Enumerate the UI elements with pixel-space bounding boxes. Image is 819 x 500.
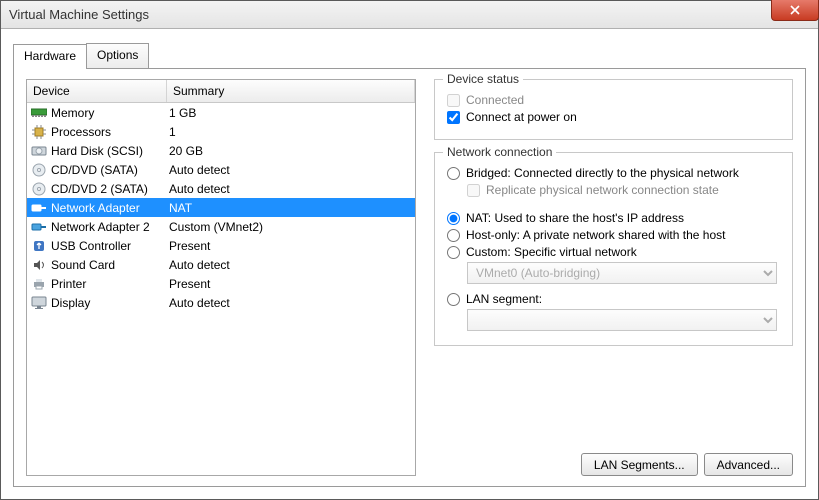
table-row[interactable]: CD/DVD 2 (SATA)Auto detect: [27, 179, 415, 198]
lan-radio[interactable]: [447, 293, 460, 306]
device-summary: Auto detect: [169, 296, 415, 310]
bridged-radio[interactable]: [447, 167, 460, 180]
hostonly-radio-row[interactable]: Host-only: A private network shared with…: [447, 228, 780, 242]
window-title: Virtual Machine Settings: [9, 7, 149, 22]
device-name: Memory: [51, 106, 169, 120]
table-row[interactable]: CD/DVD (SATA)Auto detect: [27, 160, 415, 179]
button-row: LAN Segments... Advanced...: [434, 443, 793, 476]
device-name: Network Adapter: [51, 201, 169, 215]
device-name: CD/DVD 2 (SATA): [51, 182, 169, 196]
connected-label: Connected: [466, 93, 524, 107]
col-summary[interactable]: Summary: [167, 80, 415, 102]
titlebar: Virtual Machine Settings: [1, 1, 818, 29]
connected-checkbox: [447, 94, 460, 107]
device-summary: Custom (VMnet2): [169, 220, 415, 234]
col-device[interactable]: Device: [27, 80, 167, 102]
device-status-group: Device status Connected Connect at power…: [434, 79, 793, 140]
disk-icon: [31, 143, 47, 159]
right-pane: Device status Connected Connect at power…: [434, 79, 793, 476]
device-summary: 1: [169, 125, 415, 139]
device-list: Device Summary Memory1 GBProcessors1Hard…: [26, 79, 416, 476]
network-title: Network connection: [443, 145, 556, 159]
device-status-title: Device status: [443, 72, 523, 86]
nat-label: NAT: Used to share the host's IP address: [466, 211, 684, 225]
poweron-checkbox[interactable]: [447, 111, 460, 124]
table-row[interactable]: Memory1 GB: [27, 103, 415, 122]
tab-strip: Hardware Options: [13, 43, 806, 68]
nat-radio-row[interactable]: NAT: Used to share the host's IP address: [447, 211, 780, 225]
device-summary: Present: [169, 277, 415, 291]
close-button[interactable]: [771, 0, 819, 21]
left-pane: Device Summary Memory1 GBProcessors1Hard…: [26, 79, 416, 476]
net-icon: [31, 219, 47, 235]
lan-label: LAN segment:: [466, 292, 542, 306]
poweron-checkbox-row[interactable]: Connect at power on: [447, 110, 780, 124]
bridged-label: Bridged: Connected directly to the physi…: [466, 166, 739, 180]
lan-segments-button[interactable]: LAN Segments...: [581, 453, 698, 476]
bridged-radio-row[interactable]: Bridged: Connected directly to the physi…: [447, 166, 780, 180]
sound-icon: [31, 257, 47, 273]
hostonly-label: Host-only: A private network shared with…: [466, 228, 725, 242]
poweron-label: Connect at power on: [466, 110, 577, 124]
table-row[interactable]: USB ControllerPresent: [27, 236, 415, 255]
table-row[interactable]: Hard Disk (SCSI)20 GB: [27, 141, 415, 160]
custom-radio[interactable]: [447, 246, 460, 259]
device-summary: NAT: [169, 201, 415, 215]
usb-icon: [31, 238, 47, 254]
client-area: Hardware Options Device Summary Memory1 …: [1, 29, 818, 499]
cd-icon: [31, 181, 47, 197]
table-row[interactable]: Network AdapterNAT: [27, 198, 415, 217]
custom-vmnet-select: VMnet0 (Auto-bridging): [467, 262, 777, 284]
device-summary: 20 GB: [169, 144, 415, 158]
custom-radio-row[interactable]: Custom: Specific virtual network: [447, 245, 780, 259]
device-name: Printer: [51, 277, 169, 291]
display-icon: [31, 295, 47, 311]
tab-options[interactable]: Options: [86, 43, 149, 68]
cpu-icon: [31, 124, 47, 140]
device-summary: Present: [169, 239, 415, 253]
device-name: Hard Disk (SCSI): [51, 144, 169, 158]
printer-icon: [31, 276, 47, 292]
table-row[interactable]: Network Adapter 2Custom (VMnet2): [27, 217, 415, 236]
custom-label: Custom: Specific virtual network: [466, 245, 637, 259]
connected-checkbox-row: Connected: [447, 93, 780, 107]
replicate-checkbox-row: Replicate physical network connection st…: [467, 183, 780, 197]
list-body: Memory1 GBProcessors1Hard Disk (SCSI)20 …: [27, 103, 415, 312]
close-icon: [790, 5, 800, 15]
device-summary: Auto detect: [169, 182, 415, 196]
device-summary: Auto detect: [169, 258, 415, 272]
hostonly-radio[interactable]: [447, 229, 460, 242]
device-name: Network Adapter 2: [51, 220, 169, 234]
device-summary: 1 GB: [169, 106, 415, 120]
nat-radio[interactable]: [447, 212, 460, 225]
lan-segment-select: [467, 309, 777, 331]
cd-icon: [31, 162, 47, 178]
replicate-checkbox: [467, 184, 480, 197]
settings-window: Virtual Machine Settings Hardware Option…: [0, 0, 819, 500]
advanced-button[interactable]: Advanced...: [704, 453, 793, 476]
device-name: Display: [51, 296, 169, 310]
device-summary: Auto detect: [169, 163, 415, 177]
tab-panel: Device Summary Memory1 GBProcessors1Hard…: [13, 68, 806, 487]
device-name: Sound Card: [51, 258, 169, 272]
lan-radio-row[interactable]: LAN segment:: [447, 292, 780, 306]
table-row[interactable]: PrinterPresent: [27, 274, 415, 293]
table-row[interactable]: Sound CardAuto detect: [27, 255, 415, 274]
memory-icon: [31, 105, 47, 121]
replicate-label: Replicate physical network connection st…: [486, 183, 719, 197]
device-name: CD/DVD (SATA): [51, 163, 169, 177]
device-name: USB Controller: [51, 239, 169, 253]
device-name: Processors: [51, 125, 169, 139]
network-connection-group: Network connection Bridged: Connected di…: [434, 152, 793, 346]
table-row[interactable]: Processors1: [27, 122, 415, 141]
list-header: Device Summary: [27, 80, 415, 103]
table-row[interactable]: DisplayAuto detect: [27, 293, 415, 312]
net-icon: [31, 200, 47, 216]
lan-select-row: [467, 309, 780, 331]
tab-hardware[interactable]: Hardware: [13, 44, 87, 69]
custom-select-row: VMnet0 (Auto-bridging): [467, 262, 780, 284]
